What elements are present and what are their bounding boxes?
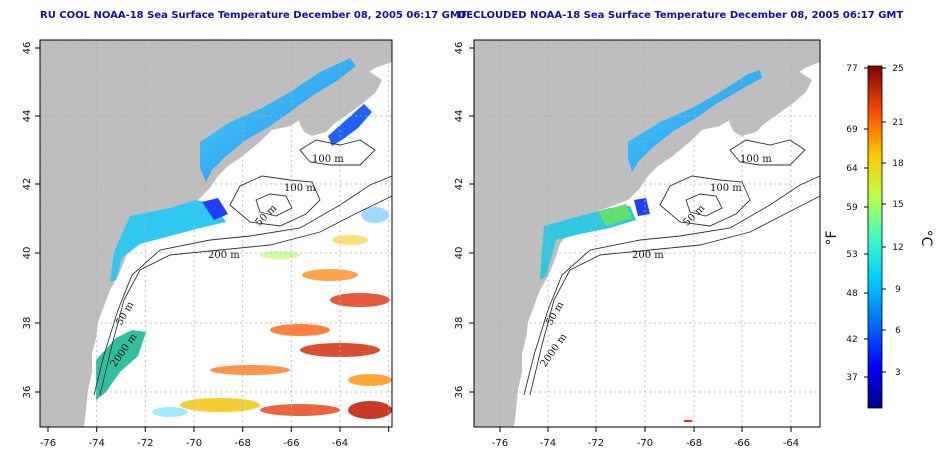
colorbar-f-label: 42 [846, 335, 857, 345]
left-map-panel: 100 m 100 m 50 m 200 m 50 m 2000 m -76 -… [22, 39, 393, 449]
left-contour-label-200: 200 m [208, 250, 240, 261]
right-y-tick-label: 40 [454, 247, 465, 260]
left-x-tick-label: -76 [40, 438, 56, 449]
colorbar-fahrenheit-labels: 77 69 64 59 53 48 42 37 [846, 64, 858, 383]
right-bathymetry-contours [523, 139, 821, 396]
right-sst-coastal-gulf-maine [628, 70, 762, 172]
right-contour-label-200: 200 m [632, 250, 664, 261]
colorbar-f-label: 69 [846, 125, 858, 135]
right-y-tick-label: 46 [454, 42, 465, 55]
right-x-tick-label: -70 [637, 438, 653, 449]
left-bathymetry-contours [93, 139, 393, 396]
colorbar-f-label: 48 [846, 289, 858, 299]
left-x-tick-label: -66 [283, 438, 299, 449]
right-y-tick-label: 36 [454, 386, 465, 399]
colorbar-c-label: 12 [892, 243, 903, 253]
left-x-tick-label: -72 [137, 438, 153, 449]
left-y-tick-label: 40 [22, 247, 33, 260]
right-map-title: DECLOUDED NOAA-18 Sea Surface Temperatur… [458, 10, 904, 21]
right-x-tick-label: -64 [783, 438, 799, 449]
colorbar-unit-celsius: °C [918, 230, 934, 247]
right-sst-long-island-shelf [540, 206, 636, 280]
colorbar-f-label: 77 [846, 64, 857, 74]
left-x-tick-label: -68 [235, 438, 251, 449]
left-x-axis [47, 427, 390, 432]
left-warm-patches [152, 207, 392, 419]
left-sst-coastal-gulf-maine [200, 58, 356, 182]
colorbar-c-label: 18 [892, 159, 904, 169]
colorbar-gradient [867, 65, 883, 409]
left-sst-scotian-shelf [328, 104, 372, 146]
left-y-tick-labels: 46 44 42 40 38 36 [22, 42, 33, 399]
right-y-tick-labels: 46 44 42 40 38 36 [454, 42, 465, 399]
right-y-tick-label: 38 [454, 317, 465, 330]
right-x-tick-label: -66 [734, 438, 750, 449]
left-y-tick-label: 38 [22, 317, 33, 330]
left-map-title: RU COOL NOAA-18 Sea Surface Temperature … [40, 10, 467, 21]
colorbar-ticks-left [864, 67, 868, 378]
colorbar-c-label: 6 [895, 326, 901, 336]
colorbar-c-label: 9 [895, 285, 901, 295]
left-y-axis [35, 47, 40, 393]
left-contour-label-100b: 100 m [284, 183, 316, 194]
right-map-plot: 100 m 100 m 50 m 200 m 50 m 2000 m [473, 39, 821, 428]
colorbar-c-label: 21 [892, 118, 903, 128]
right-x-tick-label: -68 [686, 438, 702, 449]
left-y-tick-label: 46 [22, 42, 33, 55]
left-x-tick-label: -64 [332, 438, 348, 449]
right-y-tick-label: 44 [454, 110, 465, 123]
colorbar-f-label: 37 [846, 373, 857, 383]
colorbar-c-label: 15 [892, 200, 903, 210]
right-sst-deep-blue [634, 198, 650, 216]
left-map-plot: 100 m 100 m 50 m 200 m 50 m 2000 m [39, 39, 393, 428]
colorbar-f-label: 53 [846, 250, 857, 260]
left-sst-deep-blue [202, 198, 228, 220]
right-contour-label-100b: 100 m [710, 183, 742, 194]
right-sst-green-patch [598, 204, 632, 226]
colorbar-f-label: 59 [846, 203, 858, 213]
right-x-tick-label: -76 [492, 438, 508, 449]
colorbar-c-label: 3 [895, 368, 901, 378]
left-x-tick-label: -70 [186, 438, 202, 449]
left-sst-long-island-shelf [110, 200, 226, 282]
right-x-tick-label: -72 [588, 438, 604, 449]
left-grid [40, 40, 392, 427]
left-y-tick-label: 44 [22, 110, 33, 123]
right-contour-label-100a: 100 m [740, 154, 772, 165]
right-x-axis [499, 427, 792, 432]
colorbar-c-label: 25 [892, 64, 903, 74]
right-x-tick-label: -74 [540, 438, 556, 449]
right-sst-red-speck [684, 420, 692, 422]
left-x-tick-labels: -76 -74 -72 -70 -68 -66 -64 [40, 438, 348, 449]
left-y-tick-label: 42 [22, 178, 33, 191]
left-land [40, 40, 392, 427]
right-y-axis [469, 47, 474, 393]
right-map-panel: 100 m 100 m 50 m 200 m 50 m 2000 m -76 -… [454, 39, 821, 449]
right-x-tick-labels: -76 -74 -72 -70 -68 -66 -64 [492, 438, 799, 449]
right-land [474, 40, 820, 427]
left-x-tick-label: -74 [89, 438, 105, 449]
left-sst-chesapeake [96, 330, 146, 400]
colorbar-ticks-right [882, 67, 886, 373]
colorbar-f-label: 64 [846, 164, 858, 174]
colorbar-unit-fahrenheit: °F [824, 230, 840, 245]
right-y-tick-label: 42 [454, 178, 465, 191]
colorbar-celsius-labels: 25 21 18 15 12 9 6 3 [892, 64, 904, 378]
colorbar: 77 69 64 59 53 48 42 37 25 21 18 15 12 9… [824, 64, 934, 409]
left-y-tick-label: 36 [22, 386, 33, 399]
left-contour-label-100a: 100 m [312, 154, 344, 165]
